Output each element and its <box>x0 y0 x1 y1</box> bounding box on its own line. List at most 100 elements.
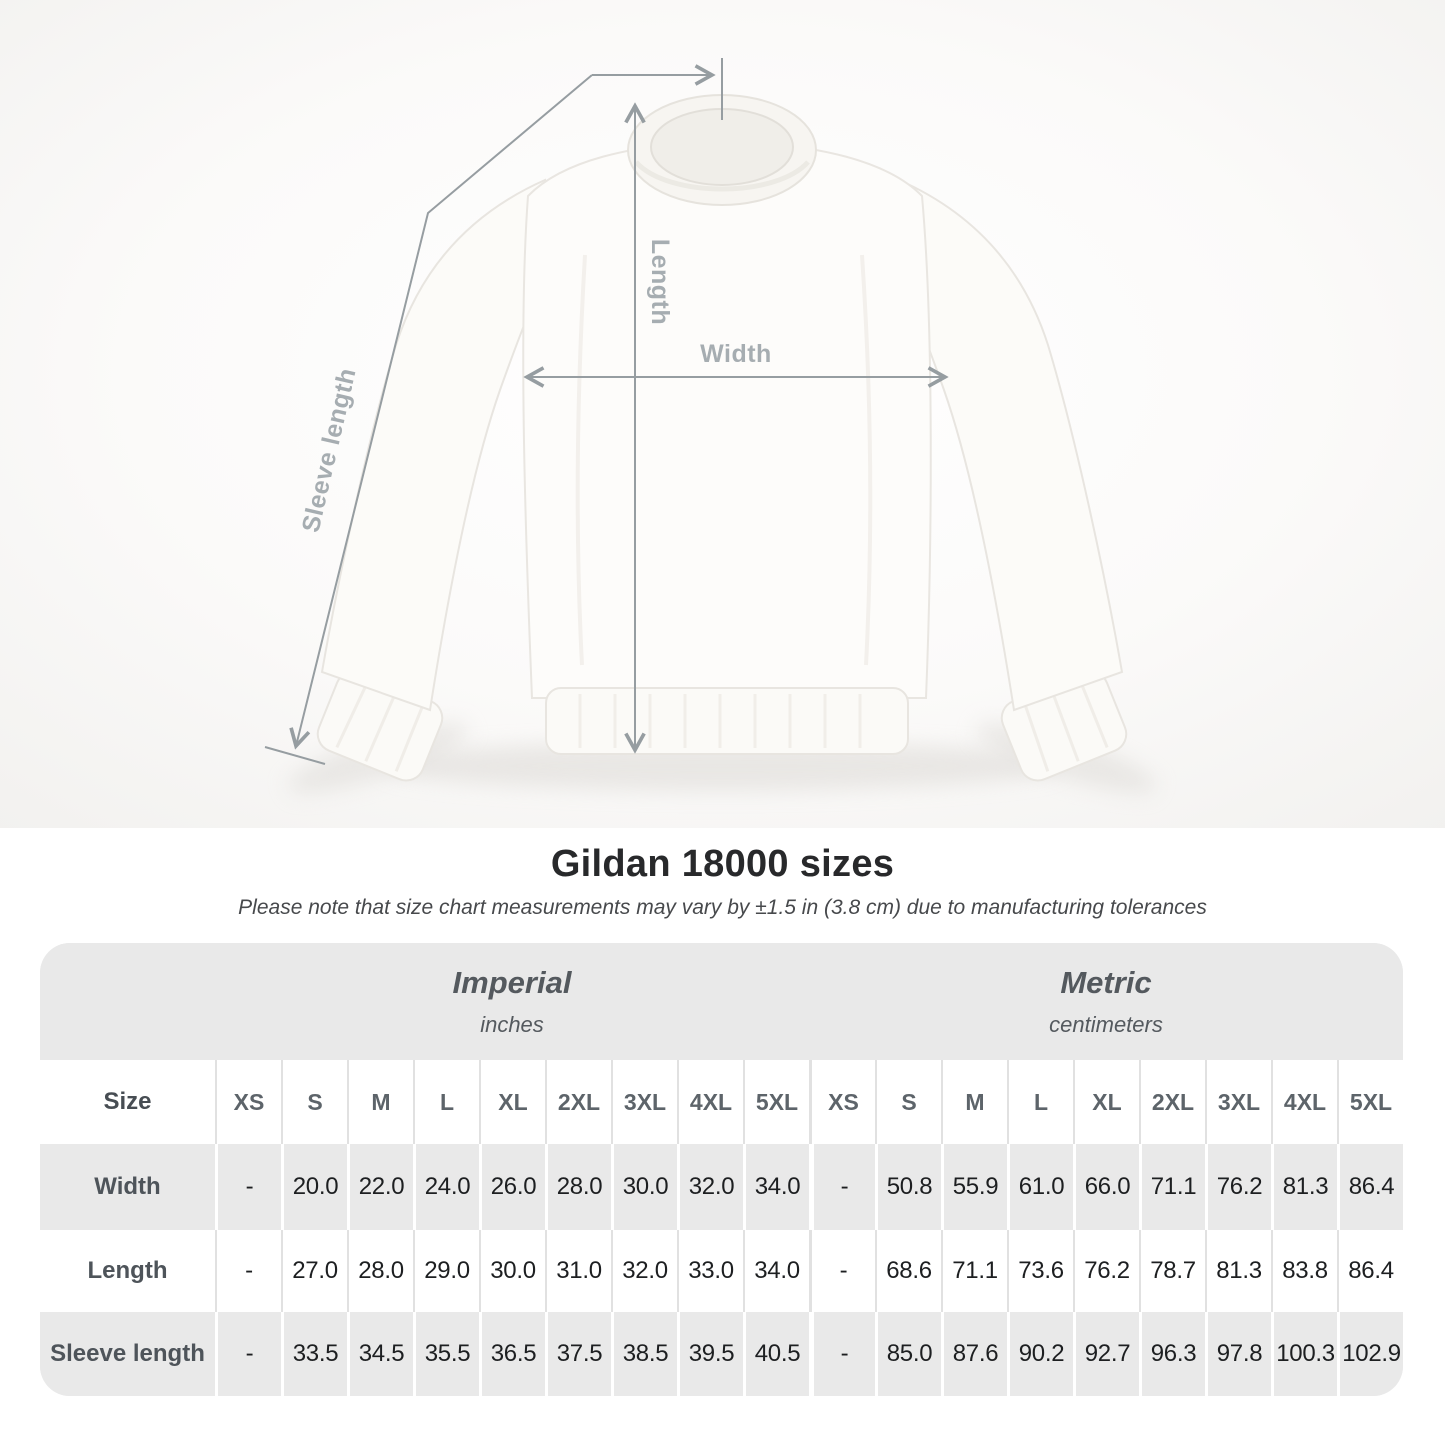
table-cell: 33.5 <box>281 1312 347 1396</box>
table-cell: 38.5 <box>611 1312 677 1396</box>
table-row-width: Width -20.0 22.0 24.0 26.0 28.0 30.0 32.0 34.0-5… <box>40 1144 1403 1230</box>
table-cell: 26.0 <box>479 1144 545 1230</box>
size-column-header-imperial-xs: XS <box>215 1060 281 1144</box>
table-cell: 31.0 <box>545 1230 611 1312</box>
table-cell: 78.7 <box>1139 1230 1205 1312</box>
table-cell: 76.2 <box>1073 1230 1139 1312</box>
size-header-row: Size XS S M L XL 2XL 3XL 4XL 5XL XS S M L XL 2XL 3XL 4XL 5… <box>40 1060 1403 1144</box>
table-cell: 33.0 <box>677 1230 743 1312</box>
table-cell: 68.6 <box>875 1230 941 1312</box>
table-cell: 20.0 <box>281 1144 347 1230</box>
size-column-header-metric-xl: XL <box>1073 1060 1139 1144</box>
hem-band <box>545 687 909 755</box>
page-title: Gildan 18000 sizes <box>550 843 895 885</box>
table-cell: 71.1 <box>941 1230 1007 1312</box>
table-cell: 90.2 <box>1007 1312 1073 1396</box>
measurement-lines <box>264 58 945 765</box>
size-column-header-metric-3xl: 3XL <box>1205 1060 1271 1144</box>
table-cell: - <box>809 1230 875 1312</box>
size-column-header-imperial-3xl: 3XL <box>611 1060 677 1144</box>
imperial-unit: inches <box>480 1012 544 1037</box>
table-row-length: Length -27.0 28.0 29.0 30.0 31.0 32.0 33.0 34.0-… <box>40 1230 1403 1312</box>
table-cell: - <box>215 1312 281 1396</box>
unit-band: Imperial inches Metric centimeters <box>40 943 1403 1060</box>
size-table: Imperial inches Metric centimeters Size X… <box>40 943 1403 1396</box>
table-cell: 34.5 <box>347 1312 413 1396</box>
size-table-body: Width -20.0 22.0 24.0 26.0 28.0 30.0 32.0 34.0-5… <box>40 1144 1403 1396</box>
length-label: Length <box>646 239 674 325</box>
table-cell: 97.8 <box>1205 1312 1271 1396</box>
imperial-title: Imperial <box>452 965 572 1000</box>
table-cell: 100.3 <box>1271 1312 1337 1396</box>
table-cell: 22.0 <box>347 1144 413 1230</box>
table-cell: 102.9 <box>1337 1312 1403 1396</box>
table-cell: 96.3 <box>1139 1312 1205 1396</box>
row-label: Length <box>87 1257 168 1284</box>
size-column-header-imperial-5xl: 5XL <box>743 1060 809 1144</box>
size-column-header-metric-2xl: 2XL <box>1139 1060 1205 1144</box>
band-spacer <box>40 943 215 1060</box>
table-cell: 83.8 <box>1271 1230 1337 1312</box>
table-cell: 73.6 <box>1007 1230 1073 1312</box>
size-column-header-metric-s: S <box>875 1060 941 1144</box>
table-cell: 37.5 <box>545 1312 611 1396</box>
size-column-header-metric-xs: XS <box>809 1060 875 1144</box>
size-column-header-imperial-s: S <box>281 1060 347 1144</box>
table-cell: 24.0 <box>413 1144 479 1230</box>
metric-section-header: Metric centimeters <box>809 943 1403 1060</box>
table-cell: 66.0 <box>1073 1144 1139 1230</box>
table-cell: 30.0 <box>611 1144 677 1230</box>
table-cell: 28.0 <box>347 1230 413 1312</box>
table-cell: - <box>809 1312 875 1396</box>
table-cell: 32.0 <box>611 1230 677 1312</box>
table-cell: 61.0 <box>1007 1144 1073 1230</box>
row-label: Width <box>94 1173 161 1200</box>
size-column-header-metric-5xl: 5XL <box>1337 1060 1403 1144</box>
table-cell: 87.6 <box>941 1312 1007 1396</box>
table-cell: 50.8 <box>875 1144 941 1230</box>
table-cell: 36.5 <box>479 1312 545 1396</box>
table-cell: 27.0 <box>281 1230 347 1312</box>
size-column-header-metric-4xl: 4XL <box>1271 1060 1337 1144</box>
table-cell: 86.4 <box>1337 1230 1403 1312</box>
table-cell: 30.0 <box>479 1230 545 1312</box>
metric-unit: centimeters <box>1049 1012 1163 1037</box>
size-header: Size <box>103 1088 152 1115</box>
table-cell: 39.5 <box>677 1312 743 1396</box>
cuff-tick <box>264 746 326 765</box>
imperial-section-header: Imperial inches <box>215 943 809 1060</box>
product-measurement-figure: Width Length Sleeve length <box>0 0 1445 828</box>
size-column-header-imperial-4xl: 4XL <box>677 1060 743 1144</box>
left-sleeve <box>320 178 547 712</box>
table-cell: 28.0 <box>545 1144 611 1230</box>
tolerance-note: Please note that size chart measurements… <box>238 896 1207 919</box>
table-cell: 55.9 <box>941 1144 1007 1230</box>
table-row-sleeve-length: Sleeve length -33.5 34.5 35.5 36.5 37.5 38.5 39… <box>40 1312 1403 1396</box>
table-cell: 34.0 <box>743 1144 809 1230</box>
size-column-header-imperial-2xl: 2XL <box>545 1060 611 1144</box>
row-label: Sleeve length <box>50 1340 205 1367</box>
table-cell: 76.2 <box>1205 1144 1271 1230</box>
table-cell: - <box>809 1144 875 1230</box>
size-column-header-imperial-l: L <box>413 1060 479 1144</box>
table-cell: 71.1 <box>1139 1144 1205 1230</box>
width-label: Width <box>700 340 772 368</box>
size-column-header-metric-m: M <box>941 1060 1007 1144</box>
table-cell: 29.0 <box>413 1230 479 1312</box>
size-column-header-imperial-xl: XL <box>479 1060 545 1144</box>
table-cell: 86.4 <box>1337 1144 1403 1230</box>
table-cell: 35.5 <box>413 1312 479 1396</box>
table-cell: 32.0 <box>677 1144 743 1230</box>
metric-title: Metric <box>1060 965 1152 1000</box>
sleeve-arrow-diagonal <box>296 74 593 746</box>
table-cell: 34.0 <box>743 1230 809 1312</box>
table-cell: 92.7 <box>1073 1312 1139 1396</box>
sweatshirt-diagram: Width Length Sleeve length <box>0 0 1445 828</box>
table-cell: 40.5 <box>743 1312 809 1396</box>
size-column-header-imperial-m: M <box>347 1060 413 1144</box>
table-cell: - <box>215 1230 281 1312</box>
table-cell: 81.3 <box>1205 1230 1271 1312</box>
table-cell: - <box>215 1144 281 1230</box>
table-cell: 85.0 <box>875 1312 941 1396</box>
table-cell: 81.3 <box>1271 1144 1337 1230</box>
